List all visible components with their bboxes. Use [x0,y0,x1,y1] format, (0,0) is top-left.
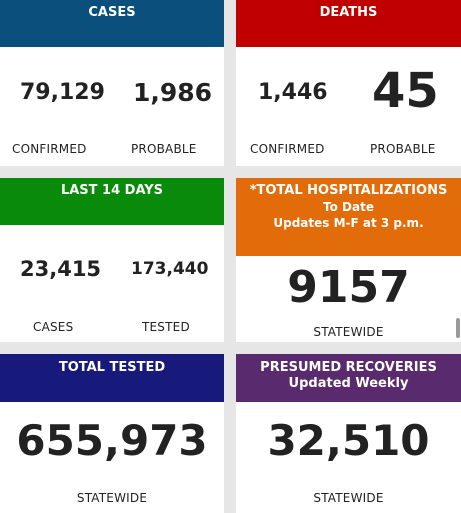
hospitalizations-header: *TOTAL HOSPITALIZATIONS To Date Updates … [236,178,461,256]
last-14-days-card: LAST 14 DAYS 23,415 173,440 CASES TESTED [0,178,224,342]
recoveries-title: PRESUMED RECOVERIES [260,360,437,375]
deaths-card: DEATHS 1,446 45 CONFIRMED PROBABLE [236,0,461,166]
cases-header: CASES [0,0,224,47]
confirmed-deaths-label: CONFIRMED [250,142,325,156]
last-14-days-cases-value: 23,415 [20,257,102,281]
recoveries-card: PRESUMED RECOVERIES Updated Weekly 32,51… [236,354,461,513]
recoveries-header: PRESUMED RECOVERIES Updated Weekly [236,354,461,402]
confirmed-cases-label: CONFIRMED [12,142,87,156]
hospitalizations-label: STATEWIDE [313,325,384,339]
last-14-days-tested-value: 173,440 [131,259,209,279]
deaths-title: DEATHS [319,5,378,20]
deaths-header: DEATHS [236,0,461,47]
total-tested-label: STATEWIDE [76,491,148,505]
total-tested-header: TOTAL TESTED [0,354,224,402]
last-14-days-header: LAST 14 DAYS [0,178,224,225]
hospitalizations-value: 9157 [287,262,410,313]
probable-deaths-value: 45 [372,63,439,119]
confirmed-deaths-value: 1,446 [258,80,328,105]
last-14-days-cases-label: CASES [33,320,74,334]
recoveries-update-note: Updated Weekly [288,376,409,391]
hospitalizations-title: *TOTAL HOSPITALIZATIONS [249,183,448,198]
hospitalizations-card: *TOTAL HOSPITALIZATIONS To Date Updates … [236,178,461,342]
probable-cases-value: 1,986 [133,78,213,107]
probable-cases-label: PROBABLE [131,142,197,156]
last-14-days-tested-label: TESTED [142,320,190,334]
confirmed-cases-value: 79,129 [20,80,105,105]
scrollbar-thumb[interactable] [456,318,460,338]
total-tested-value: 655,973 [16,416,208,465]
recoveries-value: 32,510 [267,416,430,465]
total-tested-card: TOTAL TESTED 655,973 STATEWIDE [0,354,224,513]
total-tested-title: TOTAL TESTED [58,360,166,375]
recoveries-label: STATEWIDE [313,491,384,505]
cases-card: CASES 79,129 1,986 CONFIRMED PROBABLE [0,0,224,166]
probable-deaths-label: PROBABLE [370,142,436,156]
cases-title: CASES [88,5,136,20]
hospitalizations-subtitle: To Date [323,200,374,214]
last-14-days-title: LAST 14 DAYS [60,183,164,198]
hospitalizations-update-note: Updates M-F at 3 p.m. [273,216,424,230]
